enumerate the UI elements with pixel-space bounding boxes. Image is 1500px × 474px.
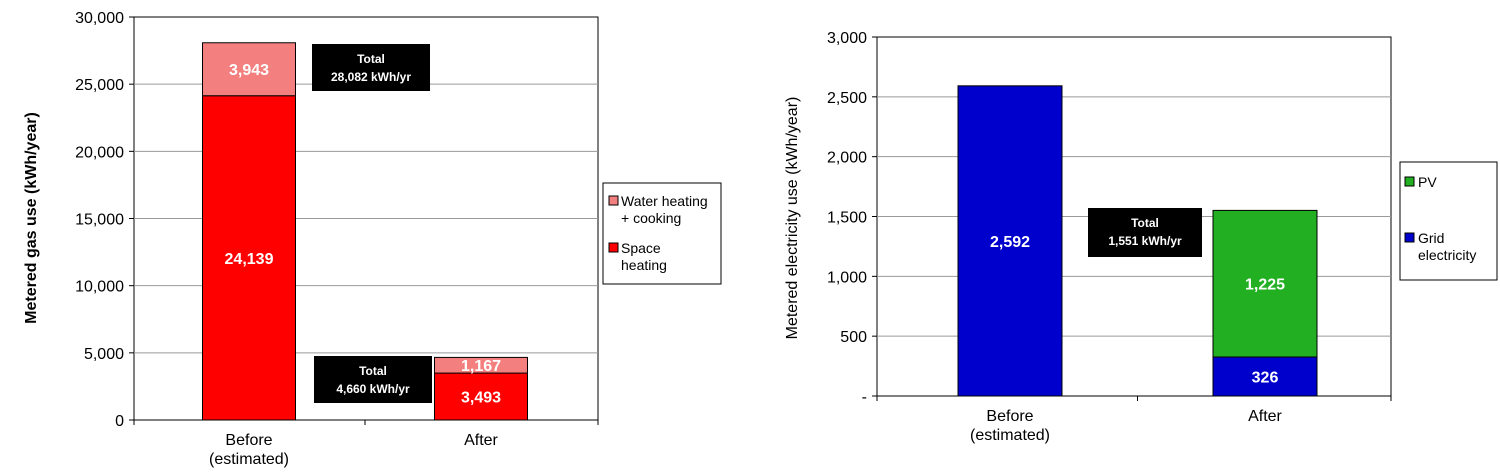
total-annotation: Total 1,551 kWh/yr	[1088, 208, 1202, 257]
y-tick-label: -	[862, 389, 867, 406]
chart-1: 0 5,000 10,000 15,000 20,000 25,000 30,000 24,1…	[23, 10, 722, 468]
y-tick-label: 20,000	[75, 144, 124, 161]
data-label: 1,167	[461, 358, 501, 375]
y-tick-label: 30,000	[75, 10, 124, 27]
category-label: After	[1248, 408, 1282, 425]
total-box	[314, 356, 432, 403]
bar-segment	[202, 42, 296, 97]
bar-segment	[202, 95, 296, 421]
bar-segment	[1212, 209, 1318, 358]
data-label: 1,225	[1245, 277, 1285, 294]
y-tick-label: 2,500	[827, 90, 867, 107]
category-label: After	[464, 432, 498, 449]
legend-swatch	[608, 242, 619, 253]
total-annotation: Total 28,082 kWh/yr	[312, 44, 430, 91]
y-tick-label: 15,000	[75, 212, 124, 229]
y-tick-label: 3,000	[827, 30, 867, 47]
data-label: 24,139	[225, 251, 274, 268]
total-box	[1088, 208, 1202, 257]
legend-box	[1399, 161, 1498, 281]
total-title: Total	[357, 52, 385, 66]
bar-segment	[434, 356, 528, 374]
total-value: 1,551 kWh/yr	[1108, 234, 1182, 248]
y-axis-title: Metered gas use (kWh/year)	[23, 112, 40, 324]
total-annotation: Total 4,660 kWh/yr	[314, 356, 432, 403]
y-tick-label: 1,500	[827, 210, 867, 227]
chart-2: - 500 1,000 1,500 2,000 2,500 3,000 2,592 Before…	[784, 30, 1498, 444]
y-tick-label: 1,000	[827, 269, 867, 286]
data-label: 3,943	[229, 62, 269, 79]
legend: Water heating + cooking Space heating	[602, 182, 722, 285]
legend-label: Grid electricity	[1418, 230, 1476, 263]
y-tick-label: 500	[840, 329, 867, 346]
bar-segment	[434, 372, 528, 421]
data-label: 326	[1252, 369, 1279, 386]
y-tick-label: 0	[115, 413, 124, 430]
y-tick-label: 10,000	[75, 279, 124, 296]
legend: PV Grid electricity	[1399, 161, 1498, 281]
legend-box	[602, 182, 722, 285]
legend-label: PV	[1418, 174, 1437, 190]
total-title: Total	[1131, 216, 1159, 230]
legend-swatch	[1404, 176, 1415, 187]
category-label: Before (estimated)	[209, 432, 289, 468]
total-title: Total	[359, 364, 387, 378]
y-tick-label: 25,000	[75, 77, 124, 94]
bar-segment	[957, 85, 1063, 397]
total-box	[312, 44, 430, 91]
y-tick-label: 2,000	[827, 150, 867, 167]
legend-label: Space heating	[621, 240, 667, 273]
total-value: 4,660 kWh/yr	[336, 382, 410, 396]
legend-label: Water heating + cooking	[621, 193, 708, 226]
total-value: 28,082 kWh/yr	[331, 70, 411, 84]
data-label: 2,592	[990, 234, 1030, 251]
y-tick-label: 5,000	[84, 346, 124, 363]
legend-swatch	[608, 195, 619, 206]
category-label: Before (estimated)	[970, 408, 1050, 444]
bar-segment	[1212, 356, 1318, 397]
data-label: 3,493	[461, 390, 501, 407]
legend-swatch	[1404, 232, 1415, 243]
y-axis-title: Metered electricity use (kWh/year)	[784, 97, 801, 340]
